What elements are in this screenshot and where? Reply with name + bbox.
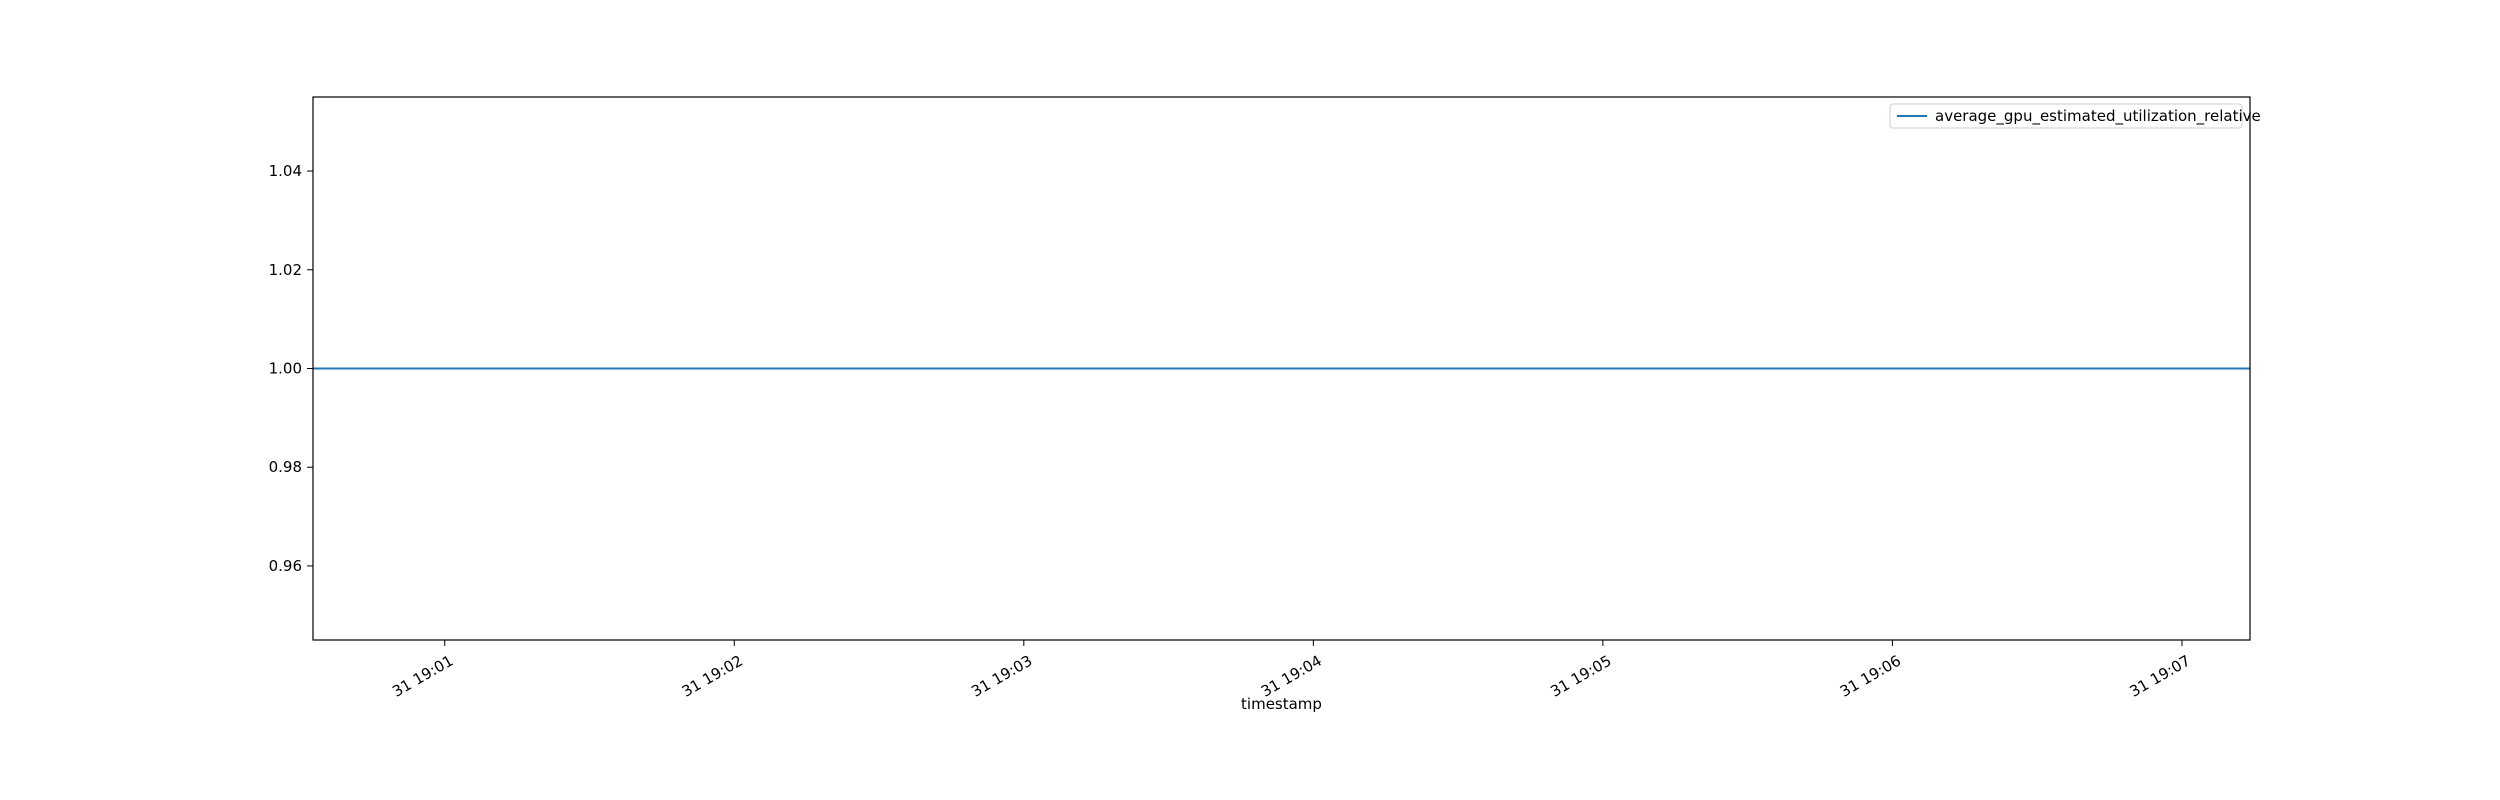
y-tick-label: 0.96 xyxy=(269,557,302,575)
x-axis-ticks: 31 19:01 31 19:02 31 19:03 31 19:04 31 19:05… xyxy=(389,640,2194,701)
x-tick-label: 31 19:03 xyxy=(968,652,1035,701)
plot-frame xyxy=(312,96,2251,641)
legend-label: average_gpu_estimated_utilization_relati… xyxy=(1935,107,2261,126)
x-axis-label: timestamp xyxy=(1241,695,1322,713)
y-tick-label: 1.04 xyxy=(269,162,302,180)
y-axis-ticks: 0.96 0.98 1.00 1.02 1.04 xyxy=(269,162,313,575)
x-tick-label: 31 19:02 xyxy=(679,652,746,701)
x-tick-label: 31 19:07 xyxy=(2126,652,2193,701)
legend-box xyxy=(1889,103,2243,129)
y-tick-label: 0.98 xyxy=(269,458,302,476)
x-tick-label: 31 19:01 xyxy=(389,652,456,701)
y-tick-label: 1.02 xyxy=(269,261,302,279)
x-tick-label: 31 19:06 xyxy=(1837,652,1904,701)
legend: average_gpu_estimated_utilization_relati… xyxy=(1889,103,2261,129)
x-tick-label: 31 19:04 xyxy=(1258,652,1325,701)
x-tick-label: 31 19:05 xyxy=(1547,652,1614,701)
y-tick-label: 1.00 xyxy=(269,360,302,378)
